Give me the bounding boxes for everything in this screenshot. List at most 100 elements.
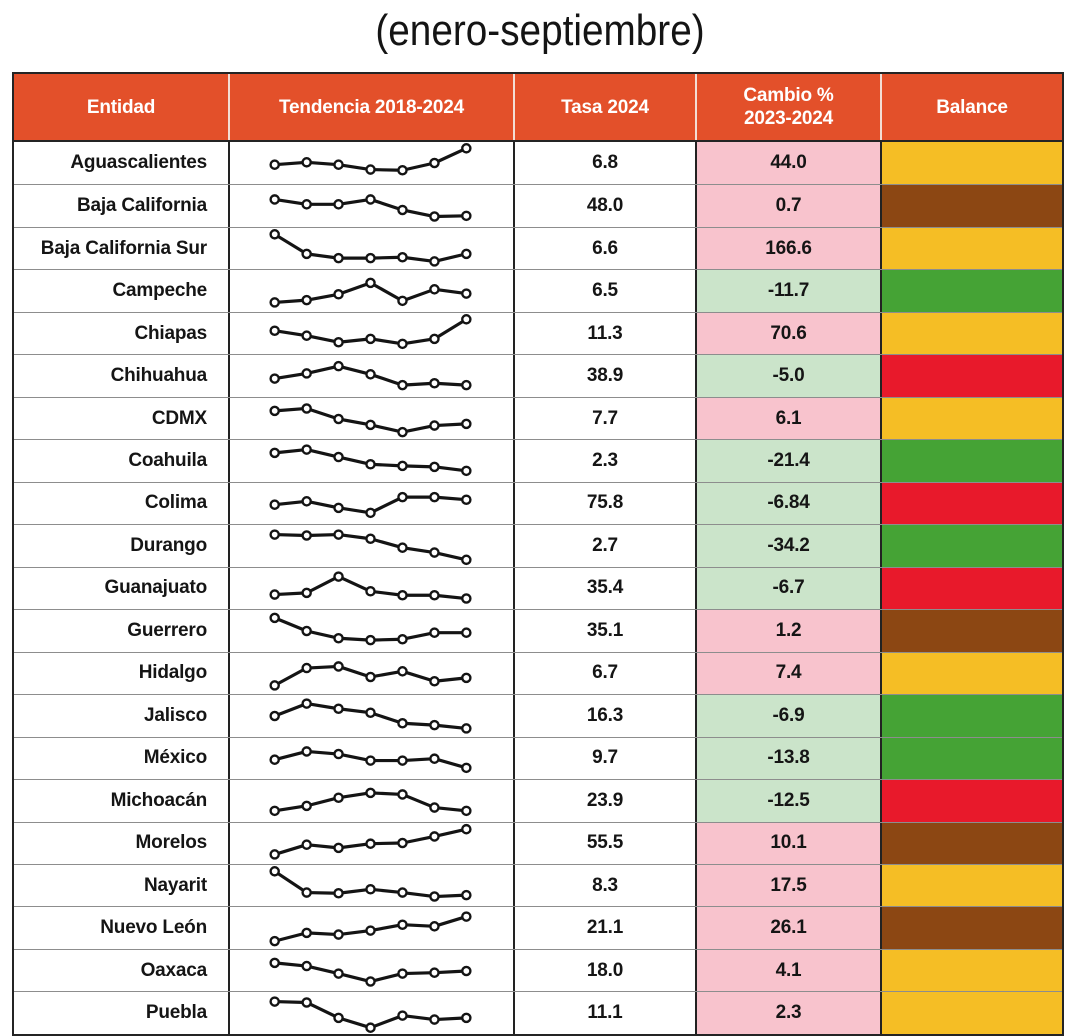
- trend-point: [397, 919, 408, 931]
- trend-point: [429, 461, 440, 473]
- entity-label: Puebla: [145, 1002, 207, 1024]
- header-tasa-label: Tasa 2024: [561, 96, 649, 118]
- entity-label: CDMX: [151, 407, 207, 429]
- trend-point: [429, 831, 440, 842]
- cambio-cell: 17.5: [695, 864, 880, 907]
- trend-point: [429, 627, 440, 638]
- trend-cell: [228, 312, 513, 355]
- trend-point: [269, 228, 280, 240]
- trend-point: [429, 921, 440, 932]
- cambio-value: 10.1: [770, 832, 807, 854]
- trend-point: [461, 288, 472, 299]
- header-cambio: Cambio % 2023-2024: [695, 74, 880, 140]
- trend-cell: [228, 737, 513, 780]
- trend-point: [365, 672, 376, 683]
- trend-point: [301, 800, 312, 811]
- trend-point: [397, 379, 408, 391]
- trend-point: [397, 755, 408, 767]
- trend-cell: [228, 780, 513, 822]
- trend-cell: [228, 864, 513, 907]
- balance-cell: [880, 397, 1062, 440]
- entity-label: Jalisco: [143, 704, 207, 726]
- trend-sparkline: [269, 194, 472, 222]
- table-row: Campeche 6.5 -11.7: [14, 269, 1062, 312]
- cambio-value: -6.7: [772, 577, 805, 599]
- cambio-value: -13.8: [767, 747, 810, 769]
- tasa-cell: 2.3: [513, 440, 695, 482]
- tasa-cell: 16.3: [513, 695, 695, 737]
- tasa-value: 35.4: [586, 577, 624, 599]
- trend-point: [429, 255, 440, 267]
- tasa-value: 21.1: [586, 917, 624, 939]
- entity-label: Oaxaca: [140, 959, 208, 981]
- header-balance: Balance: [880, 74, 1062, 140]
- trend-point: [333, 199, 344, 210]
- balance-cell: [880, 780, 1062, 822]
- cambio-value: -11.7: [767, 280, 810, 302]
- balance-cell: [880, 610, 1062, 652]
- tasa-cell: 75.8: [513, 482, 695, 525]
- entity-cell: Jalisco: [14, 695, 228, 736]
- trend-point: [461, 143, 472, 154]
- tasa-cell: 18.0: [513, 949, 695, 992]
- entity-label: Hidalgo: [138, 662, 207, 684]
- table-row: CDMX 7.7 6.1: [14, 396, 1062, 440]
- cambio-cell: 70.6: [695, 312, 880, 355]
- trend-point: [461, 965, 472, 976]
- tasa-cell: 7.7: [513, 397, 695, 440]
- data-table: Entidad Tendencia 2018-2024 Tasa 2024 Ca…: [12, 72, 1064, 1036]
- trend-point: [461, 465, 472, 477]
- trend-sparkline: [269, 313, 472, 349]
- trend-sparkline: [269, 661, 472, 692]
- header-tendencia: Tendencia 2018-2024: [228, 74, 513, 140]
- cambio-cell: -21.4: [695, 440, 880, 482]
- trend-point: [397, 165, 408, 176]
- cambio-value: 1.2: [775, 619, 802, 641]
- tasa-value: 35.1: [586, 619, 624, 641]
- tasa-cell: 6.5: [513, 270, 695, 312]
- tasa-value: 9.7: [592, 747, 618, 769]
- table-row: Coahuila 2.3 -21.4: [14, 439, 1062, 482]
- trend-point: [365, 252, 376, 264]
- trend-point: [429, 676, 440, 687]
- trend-point: [429, 1014, 440, 1025]
- trend-point: [333, 929, 344, 940]
- trend-point: [269, 936, 280, 947]
- balance-cell: [880, 567, 1062, 610]
- tasa-cell: 9.7: [513, 737, 695, 780]
- trend-point: [269, 499, 280, 511]
- cambio-cell: -6.84: [695, 482, 880, 525]
- trend-sparkline: [269, 277, 472, 308]
- trend-point: [333, 252, 344, 264]
- cambio-cell: 1.2: [695, 610, 880, 652]
- trend-point: [365, 333, 376, 344]
- trend-point: [333, 632, 344, 644]
- trend-point: [269, 373, 280, 384]
- cambio-value: -21.4: [767, 450, 810, 472]
- balance-cell: [880, 312, 1062, 355]
- balance-cell: [880, 992, 1062, 1034]
- header-entidad: Entidad: [14, 74, 228, 140]
- tasa-cell: 35.1: [513, 610, 695, 652]
- trend-point: [333, 703, 344, 714]
- cambio-value: 44.0: [770, 152, 807, 174]
- table-row: Hidalgo 6.7 7.4: [14, 651, 1062, 695]
- cambio-value: -6.84: [767, 492, 810, 514]
- cambio-cell: 44.0: [695, 142, 880, 185]
- trend-point: [333, 661, 344, 673]
- tasa-value: 6.5: [592, 280, 618, 302]
- trend-point: [461, 762, 472, 774]
- entity-label: Nuevo León: [100, 917, 207, 939]
- header-cambio-line2: 2023-2024: [743, 108, 834, 129]
- header-balance-label: Balance: [936, 96, 1008, 118]
- trend-point: [301, 330, 312, 341]
- trend-point: [397, 338, 408, 349]
- trend-point: [461, 672, 472, 684]
- trend-point: [461, 418, 472, 429]
- header-cambio-line1: Cambio %: [743, 85, 834, 106]
- trend-point: [365, 459, 376, 470]
- cambio-cell: -5.0: [695, 355, 880, 397]
- trend-cell: [228, 695, 513, 737]
- entity-label: Campeche: [112, 280, 208, 302]
- cambio-cell: -11.7: [695, 270, 880, 312]
